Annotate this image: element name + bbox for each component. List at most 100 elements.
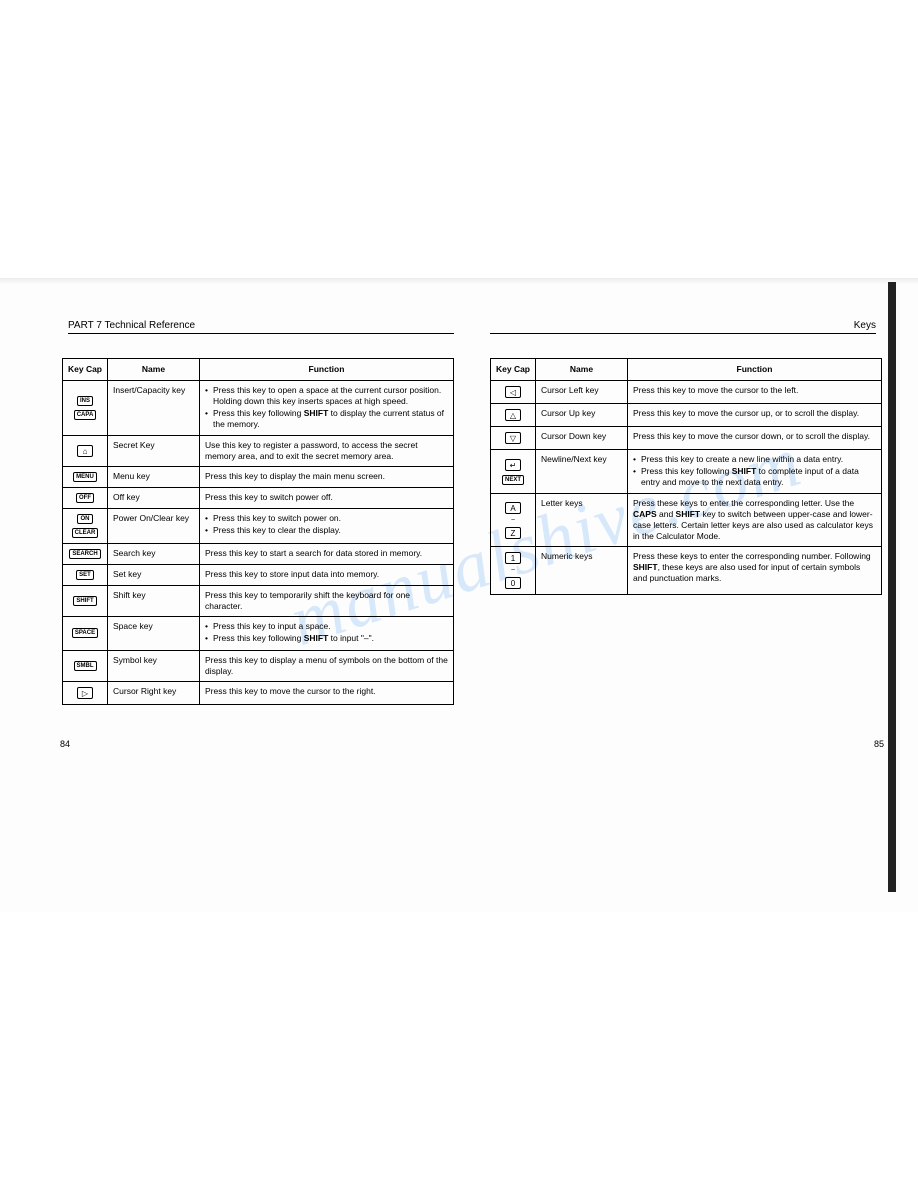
table-row: A~ZLetter keysPress these keys to enter … <box>491 494 882 547</box>
th-keycap: Key Cap <box>63 359 108 381</box>
page-number-left: 84 <box>60 739 70 749</box>
keycap-icon: CLEAR <box>72 528 99 538</box>
table-row: INSCAPAInsert/Capacity keyPress this key… <box>63 381 454 436</box>
keycap-cell: ↵NEXT <box>491 450 536 494</box>
table-row: ↵NEXTNewline/Next key Press this key to c… <box>491 450 882 494</box>
table-row: MENU Menu keyPress this key to display th… <box>63 467 454 488</box>
keycap-icon: SHIFT <box>73 596 96 606</box>
function-bullet: Press this key following SHIFT to displa… <box>205 408 448 430</box>
function-cell: Use this key to register a password, to … <box>200 436 454 467</box>
function-cell: Press this key to create a new line with… <box>628 450 882 494</box>
name-cell: Power On/Clear key <box>108 509 200 544</box>
th-name: Name <box>108 359 200 381</box>
scan-edge <box>888 282 896 892</box>
page-spread: PART 7 Technical Reference Key Cap Name … <box>62 320 882 705</box>
th-name: Name <box>536 359 628 381</box>
keycap-cell: SPACE <box>63 617 108 650</box>
keycap-cell: SMBL <box>63 650 108 681</box>
name-cell: Menu key <box>108 467 200 488</box>
keycap-icon: MENU <box>73 472 97 482</box>
keycap-cell: ▷ <box>63 681 108 704</box>
keycap-icon: ON <box>77 514 93 524</box>
keycap-cell: SET <box>63 565 108 586</box>
keycap-cell: SEARCH <box>63 544 108 565</box>
table-row: SET Set keyPress this key to store input … <box>63 565 454 586</box>
table-row: △Cursor Up keyPress this key to move the… <box>491 404 882 427</box>
name-cell: Set key <box>108 565 200 586</box>
range-separator: ~ <box>511 567 515 574</box>
range-separator: ~ <box>511 517 515 524</box>
keycap-icon: △ <box>505 409 521 421</box>
function-cell: Press this key to display a menu of symb… <box>200 650 454 681</box>
table-row: SPACESpace keyPress this key to input a … <box>63 617 454 650</box>
keycap-cell: ◁ <box>491 381 536 404</box>
function-cell: Press this key to move the cursor to the… <box>628 381 882 404</box>
table-row: SEARCHSearch keyPress this key to start … <box>63 544 454 565</box>
function-cell: Press this key to switch power on.Press … <box>200 509 454 544</box>
keycap-icon: ▽ <box>505 432 521 444</box>
page-number-right: 85 <box>874 739 884 749</box>
function-bullet: Press this key to clear the display. <box>205 525 448 536</box>
name-cell: Symbol key <box>108 650 200 681</box>
keycap-cell: ON CLEAR <box>63 509 108 544</box>
function-cell: Press this key to move the cursor down, … <box>628 427 882 450</box>
right-page: Keys Key Cap Name Function ◁Cursor Left … <box>472 320 882 705</box>
function-bullet: Press this key to create a new line with… <box>633 454 876 465</box>
function-cell: Press these keys to enter the correspond… <box>628 547 882 595</box>
table-row: ◁ Cursor Left keyPress this key to move t… <box>491 381 882 404</box>
name-cell: Shift key <box>108 586 200 617</box>
keycap-cell: △ <box>491 404 536 427</box>
keycap-icon: SEARCH <box>69 549 100 559</box>
th-function: Function <box>200 359 454 381</box>
keycap-icon: OFF <box>76 493 94 503</box>
table-row: ▷ Cursor Right keyPress this key to move … <box>63 681 454 704</box>
keycap-icon: SET <box>76 570 94 580</box>
name-cell: Space key <box>108 617 200 650</box>
keycap-icon: CAPA <box>74 410 97 420</box>
key-table-right: Key Cap Name Function ◁Cursor Left keyPr… <box>490 358 882 595</box>
name-cell: Cursor Down key <box>536 427 628 450</box>
keycap-cell: A ~ Z <box>491 494 536 547</box>
keycap-icon: 1 <box>505 552 521 564</box>
keycap-icon: SPACE <box>72 628 98 638</box>
name-cell: Letter keys <box>536 494 628 547</box>
keycap-cell: ▽ <box>491 427 536 450</box>
keycap-icon: ▷ <box>77 687 93 699</box>
name-cell: Newline/Next key <box>536 450 628 494</box>
keycap-icon: A <box>505 502 521 514</box>
name-cell: Cursor Left key <box>536 381 628 404</box>
keycap-icon: Z <box>505 527 521 539</box>
function-bullet: Press this key to input a space. <box>205 621 448 632</box>
function-cell: Press this key to move the cursor up, or… <box>628 404 882 427</box>
function-cell: Press this key to input a space.Press th… <box>200 617 454 650</box>
keycap-icon: NEXT <box>502 475 524 485</box>
name-cell: Secret Key <box>108 436 200 467</box>
keycap-icon: 0 <box>505 577 521 589</box>
keycap-cell: ⌂ <box>63 436 108 467</box>
keycap-cell: INS CAPA <box>63 381 108 436</box>
function-bullet: Press this key to switch power on. <box>205 513 448 524</box>
table-row: 1 ~0 Numeric keysPress these keys to enter… <box>491 547 882 595</box>
name-cell: Search key <box>108 544 200 565</box>
keycap-cell: MENU <box>63 467 108 488</box>
keycap-icon: ⌂ <box>77 445 93 457</box>
function-cell: Press this key to store input data into … <box>200 565 454 586</box>
name-cell: Numeric keys <box>536 547 628 595</box>
left-page: PART 7 Technical Reference Key Cap Name … <box>62 320 472 705</box>
keycap-cell: 1 ~0 <box>491 547 536 595</box>
name-cell: Cursor Right key <box>108 681 200 704</box>
function-bullet: Press this key following SHIFT to input … <box>205 633 448 644</box>
table-row: SMBLSymbol keyPress this key to display … <box>63 650 454 681</box>
keycap-icon: INS <box>77 396 93 406</box>
keycap-icon: ◁ <box>505 386 521 398</box>
th-function: Function <box>628 359 882 381</box>
function-cell: Press this key to switch power off. <box>200 488 454 509</box>
table-row: ONCLEARPower On/Clear keyPress this key … <box>63 509 454 544</box>
name-cell: Off key <box>108 488 200 509</box>
scan-edge <box>0 278 918 284</box>
function-bullet: Press this key to open a space at the cu… <box>205 385 448 407</box>
table-row: ▽ Cursor Down keyPress this key to move t… <box>491 427 882 450</box>
table-row: SHIFTShift keyPress this key to temporar… <box>63 586 454 617</box>
function-cell: Press this key to move the cursor to the… <box>200 681 454 704</box>
function-cell: Press this key to display the main menu … <box>200 467 454 488</box>
